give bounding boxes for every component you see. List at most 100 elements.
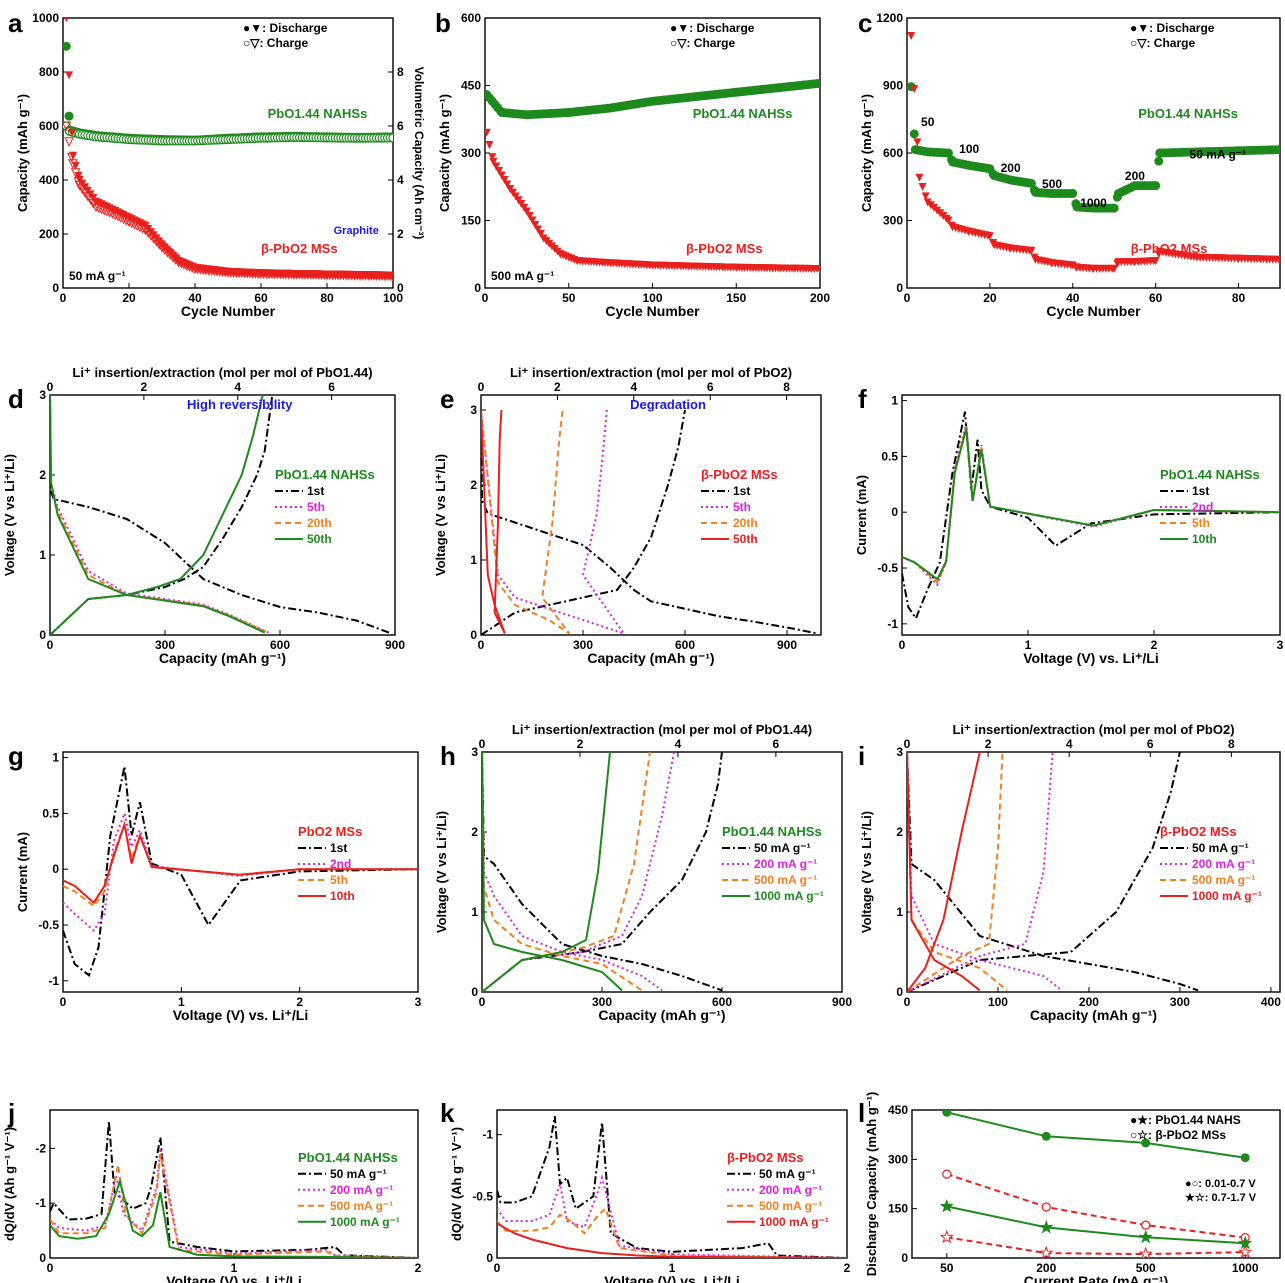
series-line--pbo2-mss-0-01-0-7-v <box>946 1173 1246 1239</box>
series--pbo2-mss <box>485 128 820 274</box>
y-tick-label: 1000 <box>32 11 59 25</box>
legend-title: PbO1.44 NAHSs <box>298 1150 398 1165</box>
x-tick-label: 500 <box>1136 1261 1156 1275</box>
x-tick-label: 1 <box>231 1261 238 1275</box>
legend-entry: 200 mA g⁻¹ <box>330 1183 393 1197</box>
legend-entry: 500 mA g⁻¹ <box>330 1199 393 1213</box>
x-tick-label: 600 <box>712 995 732 1009</box>
x2-tick-label: 8 <box>1228 737 1235 751</box>
x-tick-label: 2 <box>415 1261 422 1275</box>
x-tick-label: 0 <box>478 638 485 652</box>
legend-entry: 10th <box>330 889 355 903</box>
data-point <box>497 171 506 180</box>
x-tick-label: 0 <box>899 638 906 652</box>
x-tick-label: 300 <box>573 638 593 652</box>
legend-entry: 50 mA g⁻¹ <box>1192 841 1249 855</box>
series-annotation: PbO1.44 NAHSs <box>1138 106 1238 121</box>
rate-step-label: 500 <box>1042 177 1062 191</box>
data-point <box>1109 203 1119 213</box>
data-point <box>1110 264 1119 273</box>
x-tick-label: 2 <box>1151 638 1158 652</box>
data-point <box>1041 1131 1051 1141</box>
y-tick-label: 1 <box>52 751 59 765</box>
x2-tick-label: 2 <box>554 380 561 394</box>
y-axis-label: Current (mA) <box>854 475 869 555</box>
x-axis-label: Capacity (mAh g⁻¹) <box>159 650 286 666</box>
x-axis-label: Capacity (mAh g⁻¹) <box>598 1007 725 1023</box>
x-tick-label: 900 <box>832 995 852 1009</box>
y-tick-label: 450 <box>461 79 481 93</box>
rate-label: 50 mA g⁻¹ <box>69 269 126 283</box>
x-axis-label: Cycle Number <box>1046 303 1141 319</box>
series-line-5th <box>902 426 1280 585</box>
legend-entry: 5th <box>330 873 348 887</box>
y2-tick-label: 4 <box>397 173 404 187</box>
y-tick-label: 0 <box>39 628 46 642</box>
legend-title: PbO1.44 NAHSs <box>1160 467 1260 482</box>
series-annotation: Graphite <box>334 225 379 237</box>
series-line-10th <box>63 820 418 905</box>
plot-frame <box>480 394 822 636</box>
legend-entry: 50 mA g⁻¹ <box>759 1167 816 1181</box>
series-line-pbo1-44-nahs-0-01-0-7-v <box>946 1111 1246 1159</box>
plot-area <box>50 395 392 635</box>
legend-entry: 1000 mA g⁻¹ <box>330 1215 400 1229</box>
y-tick-label: 600 <box>39 119 59 133</box>
data-point <box>489 158 498 166</box>
legend-entry: ●▼: Discharge <box>1130 21 1215 35</box>
y-tick-label: 300 <box>883 214 903 228</box>
data-point <box>907 32 916 40</box>
data-point <box>942 1110 952 1117</box>
y-tick-label: 0 <box>474 281 481 295</box>
legend-entry: 50 mA g⁻¹ <box>330 1167 387 1181</box>
x-tick-label: 600 <box>675 638 695 652</box>
legend-entry: 500 mA g⁻¹ <box>1192 873 1255 887</box>
series-line-500-ma-g- <box>497 1206 847 1258</box>
rate-step-label: 200 <box>1001 161 1021 175</box>
series-line-20th <box>481 409 571 635</box>
legend-entry: ○▽: Charge <box>1130 36 1195 50</box>
panel-letter: e <box>440 384 454 414</box>
plot-area <box>63 18 393 282</box>
data-point <box>485 140 494 149</box>
plot-frame <box>49 394 396 636</box>
legend-entry: ●▼: Discharge <box>670 21 755 35</box>
plot-frame <box>481 751 843 993</box>
legend-entry: ○▽: Charge <box>670 36 735 50</box>
x2-axis-label: Li⁺ insertion/extraction (mol per mol of… <box>72 365 372 380</box>
legend-title: β-PbO2 MSs <box>1160 824 1237 839</box>
x-tick-label: 0 <box>479 995 486 1009</box>
series-line-1st-charge <box>481 409 686 635</box>
x-tick-label: 20 <box>983 291 997 305</box>
data-point <box>143 228 154 238</box>
x-tick-label: 20 <box>122 291 136 305</box>
data-point <box>64 18 69 22</box>
y-tick-label: 0 <box>486 1251 493 1265</box>
y-tick-label: 2 <box>39 468 46 482</box>
rate-step-label: 100 <box>959 142 979 156</box>
x2-tick-label: 2 <box>577 737 584 751</box>
panel-letter: a <box>8 8 23 38</box>
x-tick-label: 1000 <box>1232 1261 1259 1275</box>
series-line-2nd <box>63 809 418 933</box>
x-tick-label: 3 <box>415 995 422 1009</box>
y-tick-label: 1 <box>39 548 46 562</box>
series-line-1st <box>481 409 818 635</box>
y2-tick-label: 8 <box>397 65 404 79</box>
x-tick-label: 0 <box>60 291 67 305</box>
x2-tick-label: 0 <box>904 737 911 751</box>
series-annotation: β-PbO2 MSs <box>1131 241 1208 256</box>
y-tick-label: 0 <box>39 1251 46 1265</box>
series-line-5th <box>481 409 627 635</box>
series-line-50-ma-g- <box>50 1120 418 1258</box>
data-point <box>70 168 81 178</box>
panel-letter: k <box>440 1098 455 1128</box>
series-line-500-charge <box>907 752 1004 992</box>
series-pbo1-44-nahss <box>485 78 820 120</box>
data-point <box>159 245 170 256</box>
data-point <box>168 252 178 263</box>
x-tick-label: 300 <box>1170 995 1190 1009</box>
legend-entry: ★☆: 0.7-1.7 V <box>1185 1192 1257 1204</box>
y-tick-label: 0 <box>471 985 478 999</box>
